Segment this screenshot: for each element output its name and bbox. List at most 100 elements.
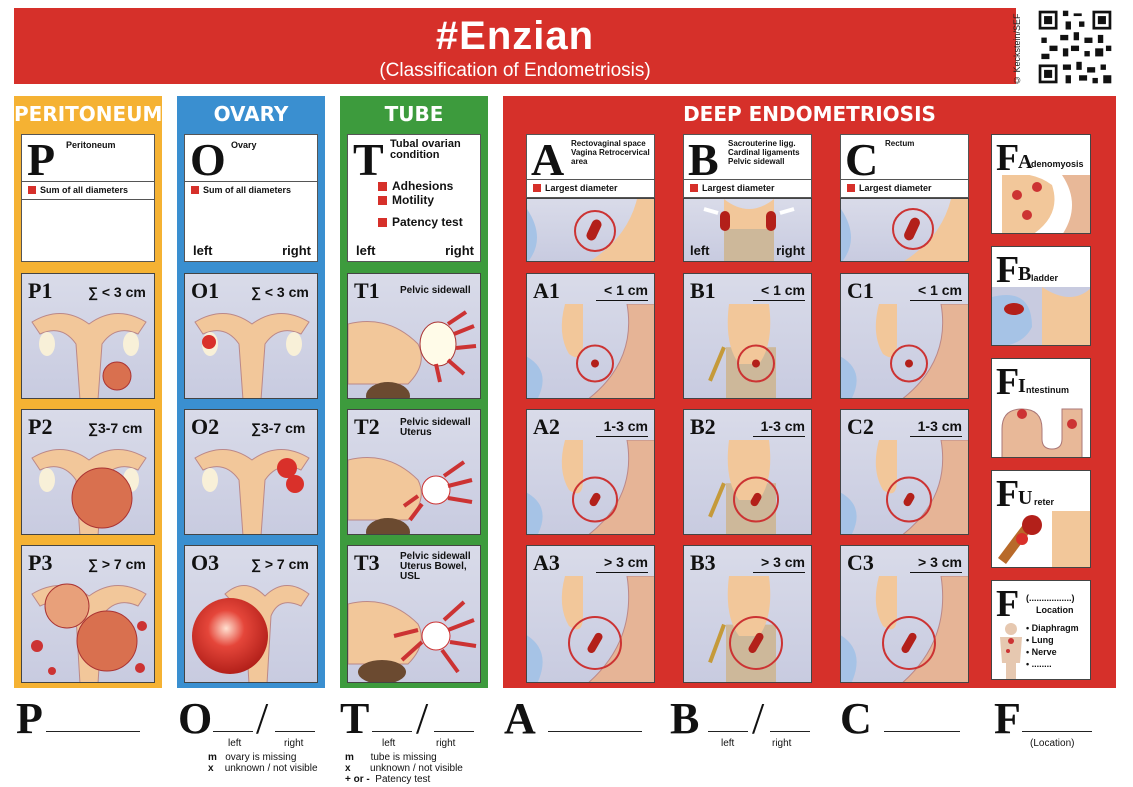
pelvis-section-icon [708, 576, 783, 682]
a-legend: Largest diameter [533, 183, 618, 193]
uterus-icon [194, 313, 310, 398]
peritoneum-heading: PERITONEUM [14, 102, 163, 126]
c-desc: Rectum [885, 139, 915, 148]
score-o-slash: / [256, 694, 269, 743]
pelvis-section-icon [841, 304, 968, 398]
score-o-right-field[interactable] [275, 731, 315, 732]
stage-range: > 3 cm [761, 554, 805, 570]
range-arrow [910, 572, 962, 573]
stage-label: O2 [191, 414, 220, 439]
score-p-field[interactable] [46, 731, 140, 732]
b-letter: B [688, 134, 719, 185]
score-t-left-field[interactable] [372, 731, 412, 732]
range-arrow [596, 436, 648, 437]
score-a-letter: A [504, 694, 536, 743]
stage-label: B1 [690, 278, 716, 303]
stage-p2-panel: P2 ∑3-7 cm [21, 409, 155, 535]
b-key-card: B Sacrouterine ligg. Cardinal ligaments … [683, 134, 812, 198]
score-o-left-field[interactable] [213, 731, 253, 732]
stage-p3-panel: P3 ∑ > 7 cm [21, 545, 155, 683]
score-t-letter: T [340, 694, 370, 743]
stage-range: ∑3-7 cm [251, 420, 306, 436]
stage-range: ∑ < 3 cm [251, 284, 309, 300]
score-b-right-field[interactable] [770, 731, 810, 732]
stage-t2-panel: T2 Pelvic sidewall Uterus [347, 409, 481, 535]
uterus-icon [31, 583, 147, 682]
stage-label: A1 [533, 278, 560, 303]
adnexa-icon [348, 600, 477, 682]
tube-item-adhesions: Adhesions [378, 179, 453, 193]
stage-b3-panel: B3 > 3 cm [683, 545, 812, 683]
page-title: #Enzian [435, 14, 595, 58]
score-t-slash: / [416, 694, 429, 743]
stage-label: A2 [533, 414, 560, 439]
score-t-right-field[interactable] [434, 731, 474, 732]
b-left-label: left [690, 243, 710, 258]
score-t-right-caption: right [436, 738, 456, 749]
range-arrow [753, 436, 805, 437]
bladder-icon [992, 287, 1090, 345]
peritoneum-key-card: P Peritoneum Sum of all diameters [21, 134, 155, 262]
adnexa-icon [348, 310, 477, 398]
stage-range: > 3 cm [918, 554, 962, 570]
qr-code-icon [1036, 8, 1114, 86]
stage-label: O1 [191, 278, 220, 303]
stage-range: ∑ < 3 cm [88, 284, 146, 300]
stage-t3-panel: T3 Pelvic sidewall Uterus Bowel, USL [347, 545, 481, 683]
stage-label: A3 [533, 550, 560, 575]
score-f-field[interactable] [1022, 731, 1092, 732]
pelvis-section-icon [527, 440, 654, 534]
pelvis-section-icon [527, 576, 654, 682]
stage-range: 1-3 cm [917, 418, 962, 434]
stage-label: P3 [28, 550, 53, 575]
ovary-key-card: O Ovary Sum of all diameters left right [184, 134, 318, 262]
uterus-icon [194, 449, 310, 534]
stage-p1-panel: P1 ∑ < 3 cm [21, 273, 155, 399]
stage-t1-panel: T1 Pelvic sidewall [347, 273, 481, 399]
stage-c1-panel: C1 < 1 cm [840, 273, 969, 399]
f-ureter-card: F U reter [991, 470, 1091, 568]
uterus-icon [1002, 175, 1090, 233]
intestine-icon [1001, 408, 1083, 457]
tube-desc: Tubal ovarian condition [390, 138, 461, 161]
stage-range: ∑3-7 cm [88, 420, 143, 436]
uterus-icon [31, 313, 147, 398]
stage-label: C3 [847, 550, 874, 575]
score-a-field[interactable] [548, 731, 642, 732]
stage-label: C1 [847, 278, 874, 303]
stage-c3-panel: C3 > 3 cm [840, 545, 969, 683]
pelvis-section-icon [841, 576, 968, 682]
stage-label: P1 [28, 278, 53, 303]
stage-a3-panel: A3 > 3 cm [526, 545, 655, 683]
b-legend: Largest diameter [690, 183, 775, 193]
stage-label: C2 [847, 414, 874, 439]
b-right-label: right [776, 243, 805, 258]
stage-range: < 1 cm [604, 282, 648, 298]
range-arrow [910, 300, 962, 301]
score-b-letter: B [670, 694, 700, 743]
f-intestinum-card: F I ntestinum [991, 358, 1091, 458]
stage-range: < 1 cm [761, 282, 805, 298]
tube-key-card: T Tubal ovarian condition Adhesions Moti… [347, 134, 481, 262]
stage-o3-panel: O3 ∑ > 7 cm [184, 545, 318, 683]
score-b-left-caption: left [721, 738, 735, 749]
tube-right-label: right [445, 243, 474, 258]
range-arrow [596, 572, 648, 573]
ovary-legend: Sum of all diameters [191, 185, 291, 195]
stage-range: 1-3 cm [603, 418, 648, 434]
f-other-card: F (.................) Location • Diaphra… [991, 580, 1091, 680]
score-b-left-field[interactable] [708, 731, 748, 732]
c-key-illustration [840, 198, 969, 262]
deep-heading: DEEP ENDOMETRIOSIS [683, 102, 936, 126]
pelvis-section-icon [841, 440, 968, 534]
c-key-card: C Rectum Largest diameter [840, 134, 969, 198]
stage-range: < 1 cm [918, 282, 962, 298]
pelvis-section-icon [708, 440, 779, 534]
peritoneum-desc: Peritoneum [66, 140, 116, 150]
uterus-icon [192, 585, 310, 682]
score-c-field[interactable] [884, 731, 960, 732]
stage-desc: Pelvic sidewall Uterus [400, 417, 471, 438]
range-arrow [753, 300, 805, 301]
stage-label: T2 [354, 414, 380, 439]
deep-column: DEEP ENDOMETRIOSIS A Rectovaginal space … [503, 96, 1116, 688]
